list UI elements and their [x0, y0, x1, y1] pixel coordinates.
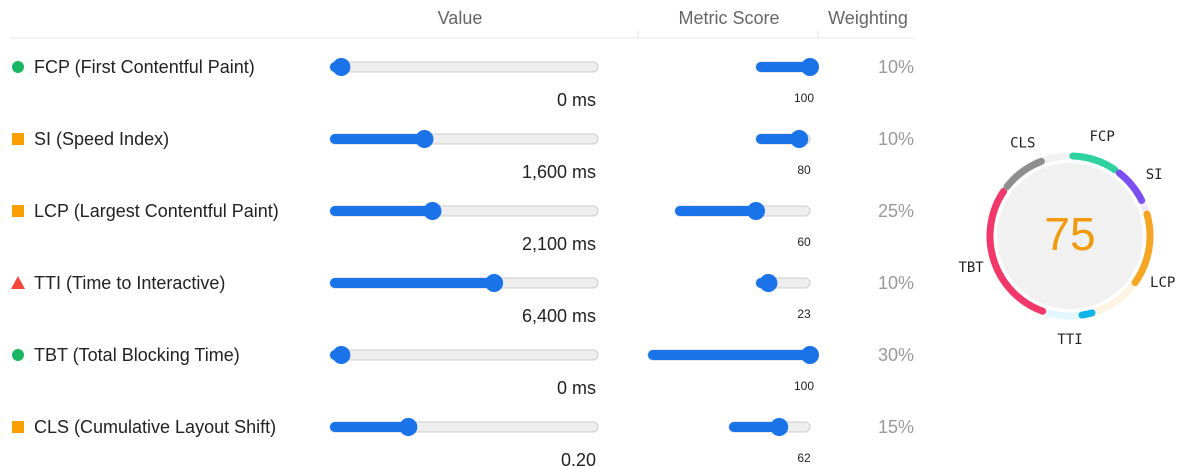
gauge-segment [1003, 157, 1045, 191]
gauge-label: FCP [1089, 129, 1114, 145]
gauge-label: CLS [1010, 135, 1035, 151]
value-text: 6,400 ms [522, 306, 596, 326]
value-text: 0 ms [557, 378, 596, 398]
status-pass [12, 349, 24, 361]
value-thumb[interactable] [332, 58, 351, 76]
score-text: 100 [794, 379, 814, 393]
gauge-segment [1115, 169, 1146, 204]
score-thumb[interactable] [770, 418, 789, 436]
header-value: Value [438, 8, 483, 28]
score-fill [675, 206, 756, 216]
value-fill [330, 278, 495, 288]
score-text: 62 [797, 451, 811, 465]
gauge-score: 75 [1044, 208, 1095, 260]
metric-label: LCP (Largest Contentful Paint) [34, 201, 279, 221]
weight-text: 25% [878, 201, 914, 221]
value-text: 0.20 [561, 450, 596, 466]
weight-text: 15% [878, 417, 914, 437]
metric-label: FCP (First Contentful Paint) [34, 57, 255, 77]
status-average [12, 421, 24, 433]
metric-label: CLS (Cumulative Layout Shift) [34, 417, 276, 437]
score-text: 100 [794, 91, 814, 105]
metric-label: TTI (Time to Interactive) [34, 273, 225, 293]
weight-text: 10% [878, 129, 914, 149]
status-average [12, 205, 24, 217]
value-text: 0 ms [557, 90, 596, 110]
gauge-segment [1131, 210, 1154, 287]
score-text: 23 [797, 307, 811, 321]
weight-text: 10% [878, 57, 914, 77]
score-thumb[interactable] [801, 58, 819, 76]
metric-label: TBT (Total Blocking Time) [34, 345, 240, 365]
gauge-label: LCP [1150, 275, 1175, 291]
value-text: 1,600 ms [522, 162, 596, 182]
value-thumb[interactable] [423, 202, 442, 220]
score-fill [729, 422, 780, 432]
value-thumb[interactable] [332, 346, 351, 364]
value-track [329, 61, 599, 73]
gauge-segment [1069, 152, 1119, 174]
value-fill [330, 134, 425, 144]
value-text: 2,100 ms [522, 234, 596, 254]
gauge-segment [1078, 309, 1096, 319]
score-thumb[interactable] [747, 202, 765, 220]
value-thumb[interactable] [485, 274, 504, 292]
gauge-label: SI [1146, 167, 1163, 183]
status-fail [11, 276, 25, 289]
status-average [12, 133, 24, 145]
metric-label: SI (Speed Index) [34, 129, 169, 149]
score-text: 80 [797, 163, 811, 177]
header-weighting: Weighting [828, 8, 908, 28]
gauge-label: TTI [1057, 332, 1082, 348]
weight-text: 30% [878, 345, 914, 365]
value-fill [330, 206, 433, 216]
value-thumb[interactable] [399, 418, 418, 436]
score-fill [756, 134, 800, 144]
header-score: Metric Score [678, 8, 779, 28]
gauge-label: TBT [958, 260, 984, 276]
score-fill [756, 62, 810, 72]
value-thumb[interactable] [415, 130, 434, 148]
score-thumb[interactable] [790, 130, 809, 148]
score-thumb[interactable] [801, 346, 819, 364]
score-fill [648, 350, 810, 360]
value-track [329, 349, 599, 361]
status-pass [12, 61, 24, 73]
gauge-face [997, 163, 1143, 309]
gauge-segment [986, 187, 1047, 315]
score-text: 60 [797, 235, 811, 249]
score-thumb[interactable] [759, 274, 778, 292]
value-fill [330, 422, 409, 432]
weight-text: 10% [878, 273, 914, 293]
